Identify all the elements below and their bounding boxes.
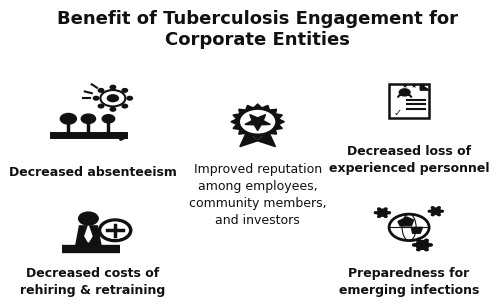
Circle shape — [94, 96, 99, 100]
Polygon shape — [231, 104, 284, 139]
Circle shape — [127, 96, 132, 100]
Circle shape — [424, 248, 428, 251]
Polygon shape — [85, 226, 92, 242]
Circle shape — [438, 207, 440, 209]
Circle shape — [424, 239, 428, 242]
Circle shape — [374, 212, 377, 214]
Circle shape — [412, 244, 416, 246]
Circle shape — [98, 88, 103, 92]
Circle shape — [428, 244, 432, 246]
Text: Improved reputation
among employees,
community members,
and investors: Improved reputation among employees, com… — [189, 163, 326, 227]
Circle shape — [400, 89, 410, 96]
Polygon shape — [398, 217, 413, 226]
Polygon shape — [420, 84, 429, 90]
Polygon shape — [412, 227, 422, 233]
Circle shape — [82, 114, 96, 123]
Circle shape — [377, 209, 388, 216]
Text: Decreased costs of
rehiring & retraining: Decreased costs of rehiring & retraining — [20, 267, 166, 297]
Circle shape — [384, 216, 387, 217]
Polygon shape — [75, 226, 102, 249]
Polygon shape — [258, 132, 276, 147]
Text: Benefit of Tuberculosis Engagement for Corporate Entities: Benefit of Tuberculosis Engagement for C… — [57, 10, 458, 49]
Circle shape — [388, 212, 390, 214]
Circle shape — [240, 111, 274, 133]
Circle shape — [60, 113, 76, 124]
FancyBboxPatch shape — [389, 84, 429, 118]
Text: Preparedness for
emerging infections: Preparedness for emerging infections — [339, 267, 480, 297]
Text: ✓: ✓ — [394, 108, 402, 118]
Text: Decreased absenteeism: Decreased absenteeism — [9, 166, 177, 179]
Circle shape — [384, 208, 387, 210]
Circle shape — [102, 115, 115, 123]
Text: ★: ★ — [402, 83, 408, 89]
Circle shape — [378, 208, 380, 210]
Circle shape — [428, 210, 431, 212]
Circle shape — [102, 222, 128, 239]
Circle shape — [432, 214, 434, 216]
Circle shape — [122, 88, 128, 92]
Circle shape — [416, 248, 420, 251]
Circle shape — [106, 94, 119, 102]
Polygon shape — [245, 115, 270, 130]
Circle shape — [416, 240, 429, 249]
Circle shape — [110, 108, 116, 111]
Circle shape — [78, 212, 98, 225]
Polygon shape — [240, 132, 258, 147]
Circle shape — [98, 104, 103, 108]
Text: ★: ★ — [420, 83, 426, 89]
Circle shape — [431, 208, 440, 214]
Circle shape — [432, 207, 434, 209]
Text: Decreased loss of
experienced personnel: Decreased loss of experienced personnel — [329, 145, 490, 175]
Circle shape — [122, 104, 128, 108]
Circle shape — [416, 239, 420, 242]
Circle shape — [438, 214, 440, 216]
Circle shape — [110, 85, 116, 89]
Circle shape — [378, 216, 380, 217]
Text: ★: ★ — [410, 83, 416, 89]
Circle shape — [440, 210, 444, 212]
